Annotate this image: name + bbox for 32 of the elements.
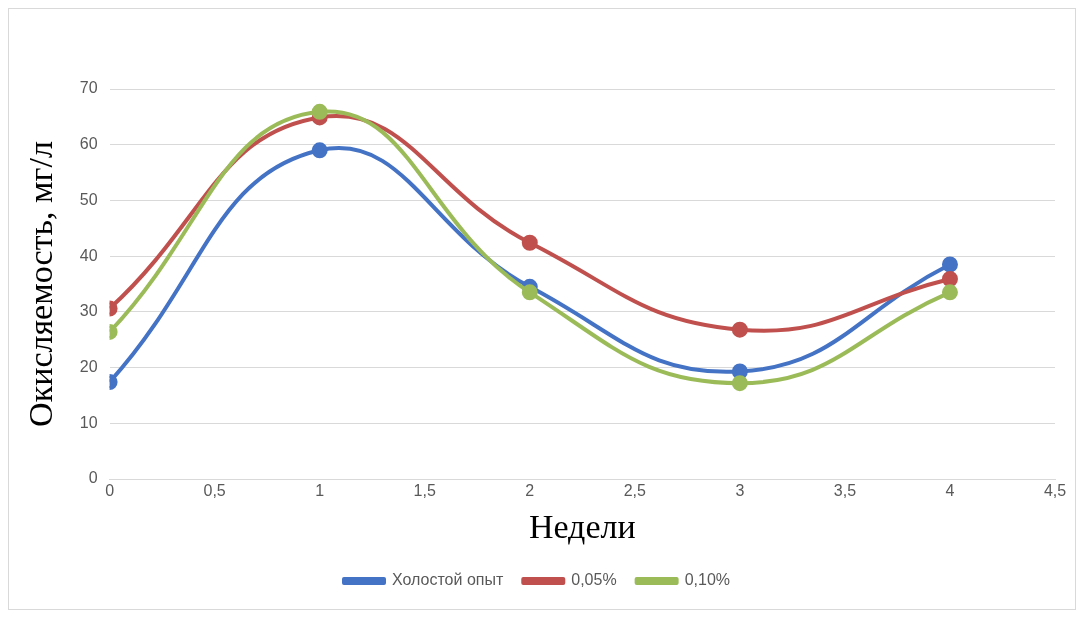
legend-label: Холостой опыт: [392, 571, 504, 589]
x-tick-label: 4,5: [1043, 482, 1067, 500]
y-axis-title: Окисляемость, мг/л: [22, 141, 60, 427]
x-tick-label: 2,5: [623, 482, 647, 500]
y-tick-label: 0: [88, 469, 98, 487]
y-tick-label: 60: [79, 135, 98, 153]
x-tick-label: 0: [105, 482, 115, 500]
x-tick-label: 3: [735, 482, 745, 500]
y-tick-label: 50: [79, 190, 98, 208]
point: [311, 142, 328, 159]
point: [731, 375, 748, 392]
y-tick-label: 30: [79, 302, 98, 320]
point: [731, 321, 748, 338]
point: [941, 284, 958, 301]
x-tick-label: 1: [315, 482, 325, 500]
x-tick-label: 4: [945, 482, 955, 500]
y-tick-label: 70: [79, 79, 98, 97]
point: [521, 234, 538, 251]
x-tick-label: 2: [525, 482, 535, 500]
point: [941, 256, 958, 273]
y-tick-label: 40: [79, 246, 98, 264]
x-tick-label: 3,5: [833, 482, 857, 500]
y-tick-label: 10: [79, 413, 98, 431]
legend-label: 0,10%: [684, 571, 731, 589]
point: [311, 103, 328, 120]
legend-label: 0,05%: [571, 571, 617, 589]
point: [521, 284, 538, 301]
point: [941, 270, 958, 287]
x-axis-title: Недели: [528, 507, 636, 545]
x-tick-label: 1,5: [413, 482, 436, 500]
x-tick-label: 0,5: [203, 482, 226, 500]
y-tick-label: 20: [79, 357, 98, 375]
